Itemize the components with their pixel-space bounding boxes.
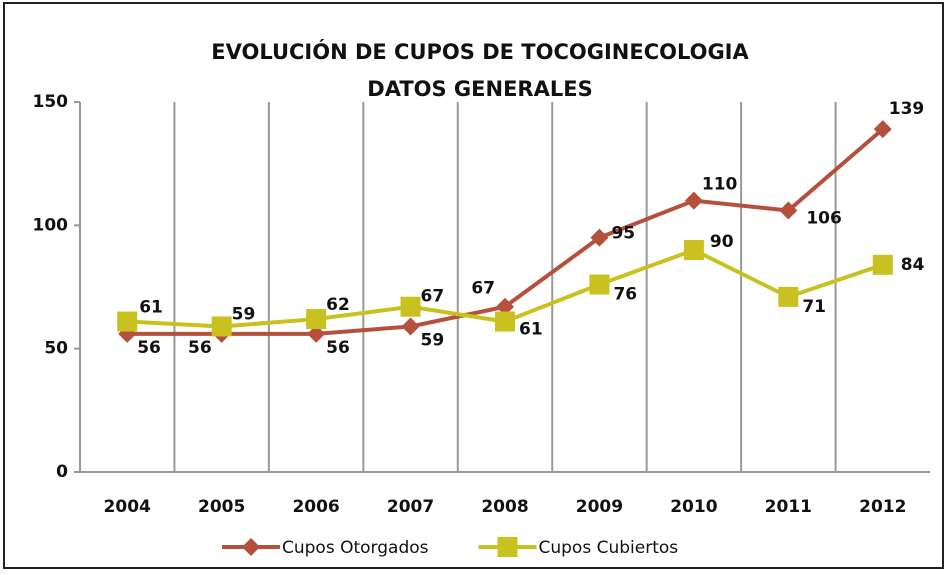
marker (684, 191, 703, 210)
data-label: 67 (421, 287, 445, 307)
x-tick-label: 2008 (481, 497, 528, 517)
data-label: 90 (710, 232, 734, 252)
data-label: 61 (519, 320, 543, 340)
legend-marker (497, 537, 518, 557)
marker (778, 286, 799, 307)
marker (589, 274, 610, 295)
chart-title: EVOLUCIÓN DE CUPOS DE TOCOGINECOLOGIA (211, 39, 749, 64)
data-label: 56 (326, 338, 350, 358)
data-label: 56 (188, 338, 212, 358)
y-tick-label: 0 (56, 462, 68, 482)
legend-marker (242, 538, 260, 556)
x-tick-label: 2005 (198, 497, 245, 517)
y-tick-label: 50 (44, 339, 68, 359)
data-label: 106 (806, 209, 842, 229)
x-tick-label: 2009 (576, 497, 623, 517)
data-label: 62 (326, 295, 350, 315)
data-label: 139 (889, 99, 925, 119)
data-label: 59 (232, 304, 256, 324)
x-tick-label: 2007 (387, 497, 434, 517)
y-tick-label: 100 (33, 215, 69, 235)
marker (400, 296, 421, 317)
y-tick-label: 150 (33, 92, 69, 112)
marker (590, 228, 609, 247)
marker (307, 324, 326, 343)
data-label: 84 (901, 255, 925, 275)
data-label: 76 (613, 285, 637, 305)
marker (496, 297, 514, 316)
x-tick-label: 2012 (859, 497, 906, 517)
data-label: 56 (137, 338, 161, 358)
marker (401, 317, 420, 336)
data-label: 59 (421, 330, 445, 350)
chart-border (3, 2, 944, 569)
legend-label: Cupos Otorgados (282, 538, 429, 558)
data-label: 95 (611, 224, 635, 244)
marker (495, 311, 515, 332)
data-label: 61 (139, 298, 163, 318)
x-tick-label: 2004 (104, 497, 151, 517)
data-label: 71 (802, 297, 826, 317)
marker (873, 120, 892, 139)
x-tick-label: 2011 (765, 497, 812, 517)
x-tick-label: 2010 (670, 497, 717, 517)
marker (211, 316, 232, 337)
data-label: 110 (702, 175, 738, 195)
marker (117, 311, 138, 332)
legend-label: Cupos Cubiertos (539, 538, 679, 558)
marker (779, 201, 798, 220)
marker (872, 254, 893, 275)
marker (683, 240, 704, 260)
data-label: 67 (471, 279, 495, 299)
chart-subtitle: DATOS GENERALES (367, 77, 592, 101)
marker (306, 309, 327, 330)
x-tick-label: 2006 (292, 497, 339, 517)
